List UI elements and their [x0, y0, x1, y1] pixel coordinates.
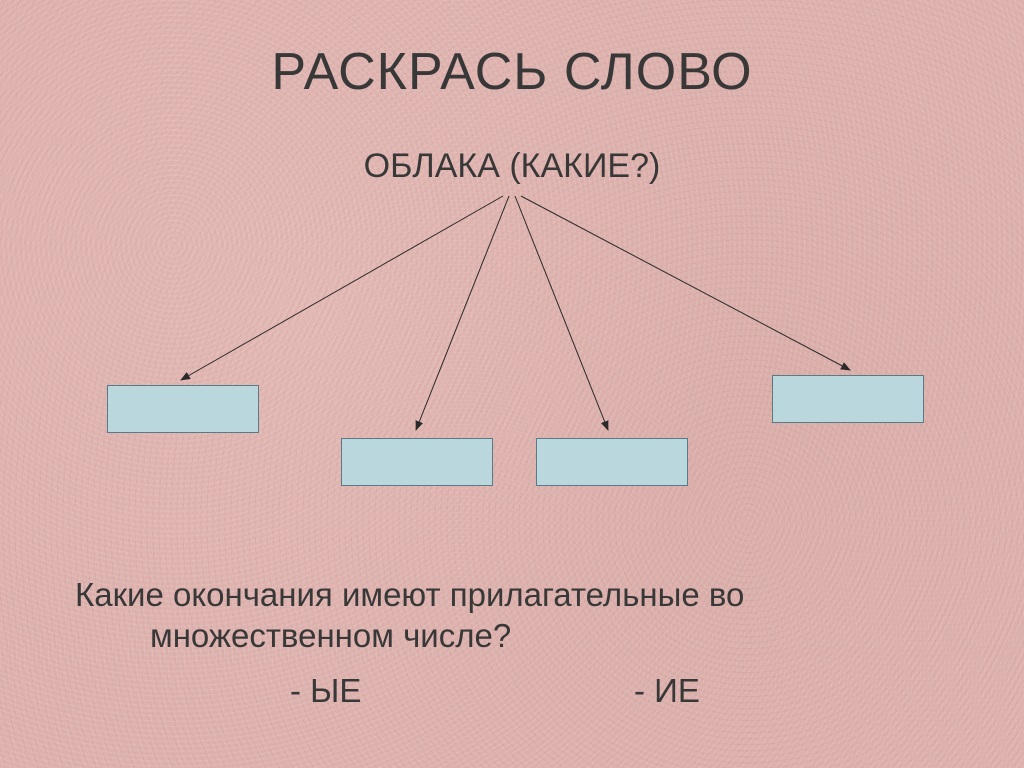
arrow-line-3 [521, 196, 850, 370]
answer-box-2 [536, 438, 688, 486]
arrow-line-0 [181, 196, 503, 380]
question-line-2: множественном числе? [150, 617, 511, 655]
ending-ie: - ИЕ [634, 672, 700, 710]
answer-box-1 [341, 438, 493, 486]
subtitle-label: ОБЛАКА (КАКИЕ?) [0, 147, 1024, 186]
arrow-line-1 [416, 196, 509, 430]
arrow-line-2 [515, 196, 608, 430]
answer-box-0 [107, 385, 259, 433]
answer-box-3 [772, 375, 924, 423]
question-line-1: Какие окончания имеют прилагательные во [75, 576, 744, 614]
arrow-group [181, 196, 850, 430]
ending-ye: - ЫЕ [290, 672, 361, 710]
page-title: РАСКРАСЬ СЛОВО [0, 42, 1024, 102]
